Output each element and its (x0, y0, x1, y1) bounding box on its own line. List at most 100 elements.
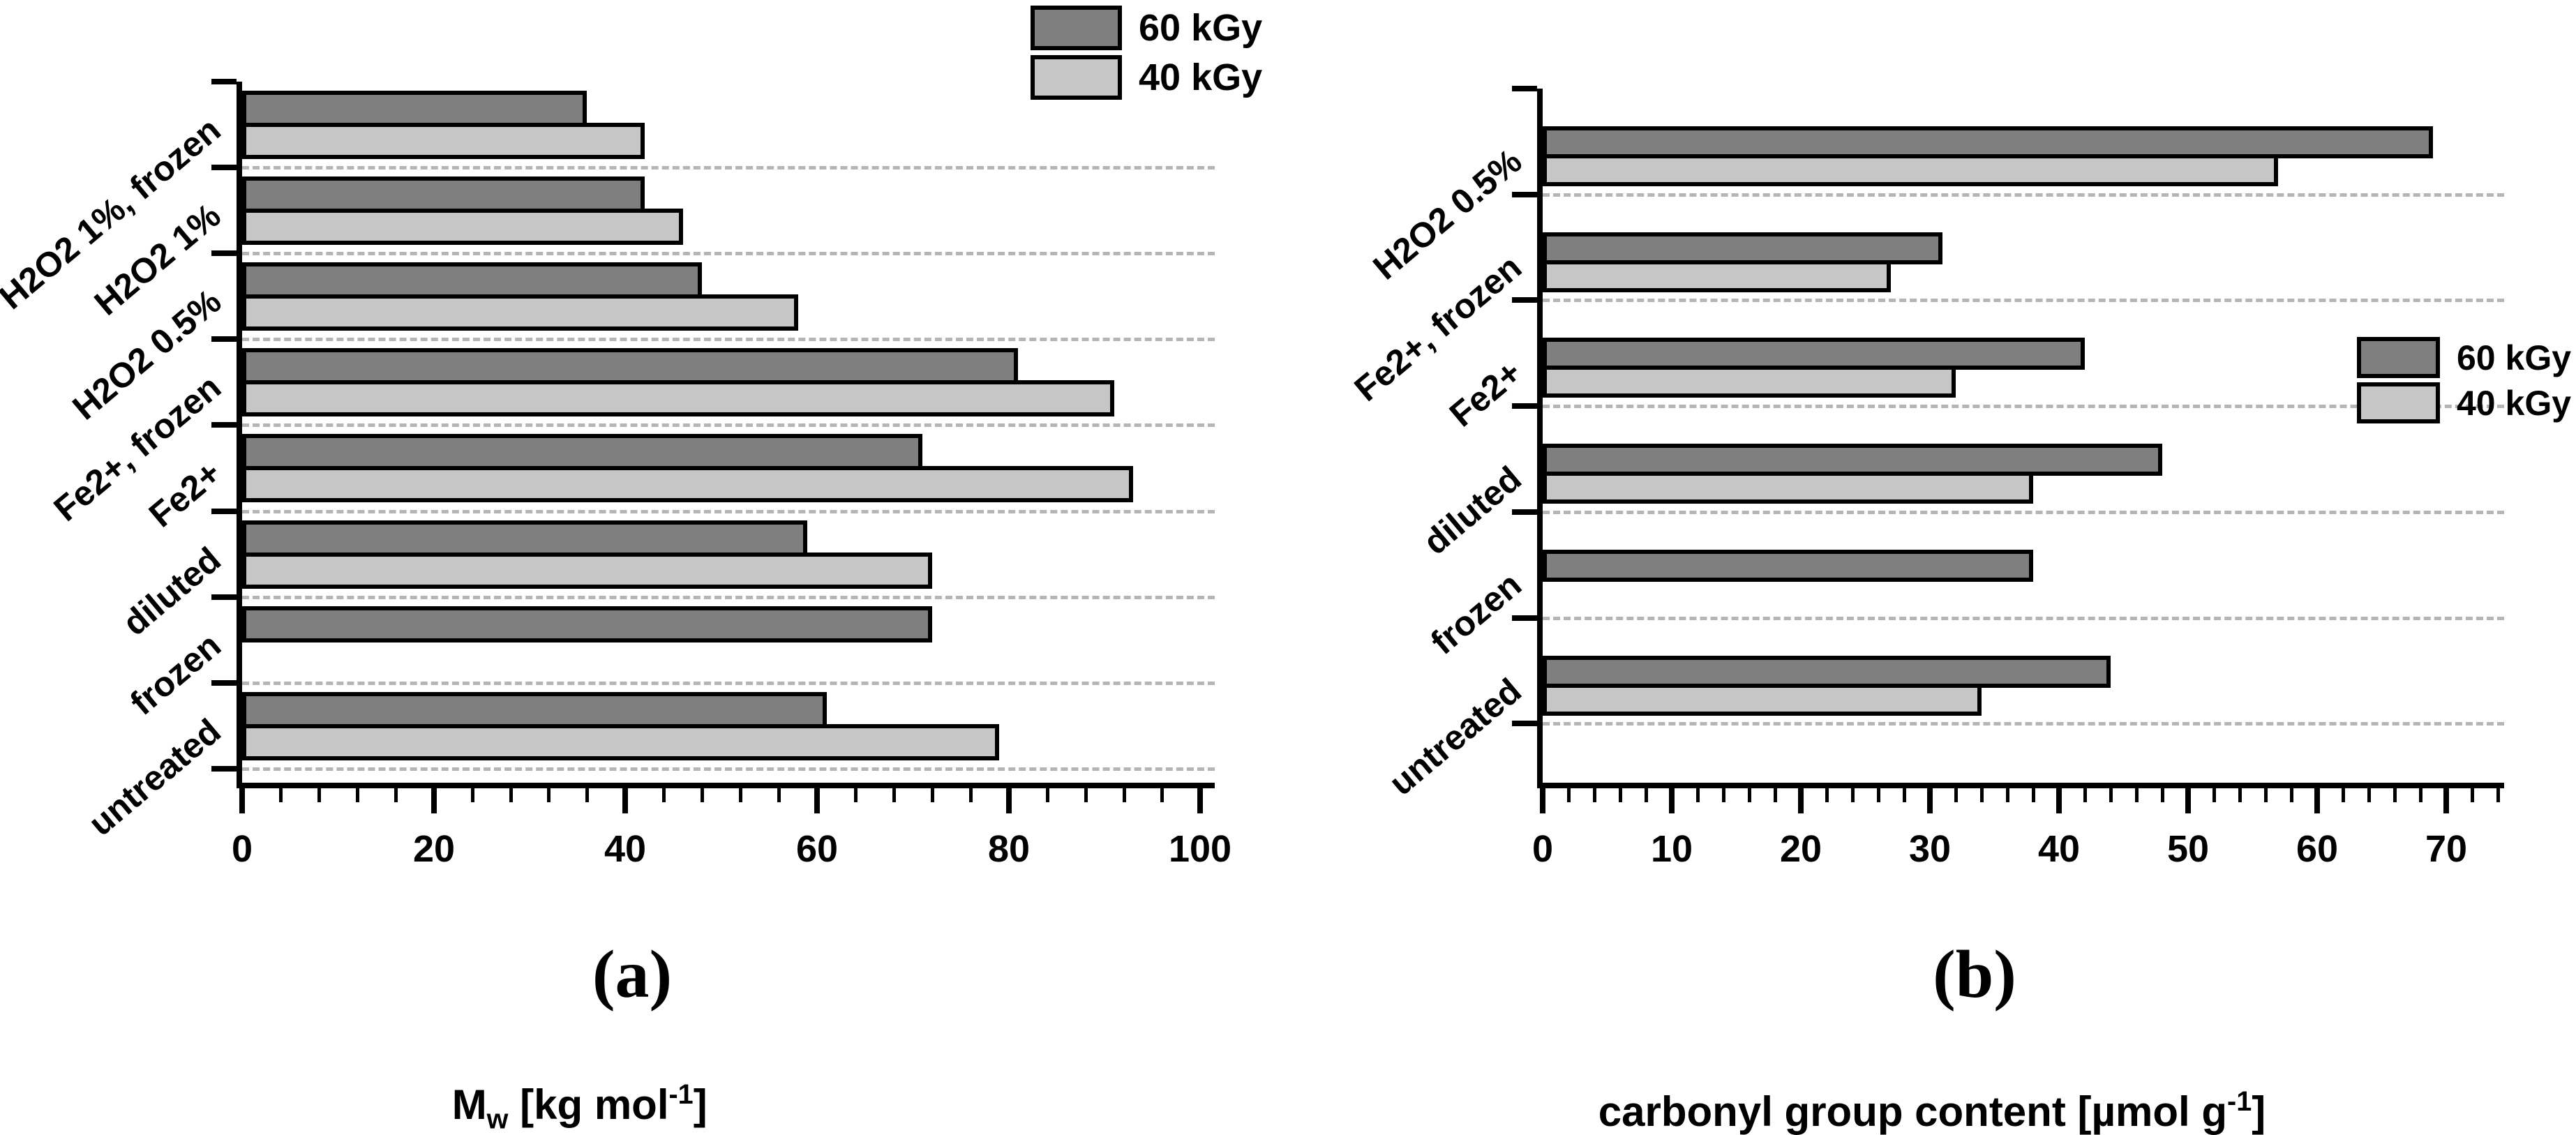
category-label: Fe2+ (1441, 352, 1529, 435)
group-separator-line (242, 682, 1215, 685)
x-axis-major-tick (1197, 788, 1203, 813)
legend-label-60kgy: 60 kGy (2457, 338, 2572, 377)
x-axis-minor-tick (2496, 788, 2500, 802)
x-axis-title-a: Mw [kg mol-1] (452, 1078, 707, 1135)
x-axis-title-b-close: ] (2252, 1088, 2266, 1135)
x-axis-minor-tick (1851, 788, 1855, 802)
x-axis-major-tick (2185, 788, 2191, 813)
x-axis-minor-tick (2264, 788, 2268, 802)
x-axis-minor-tick (509, 788, 513, 802)
x-axis-minor-tick (2342, 788, 2345, 802)
x-axis-minor-tick (1645, 788, 1648, 802)
x-axis-minor-tick (892, 788, 896, 802)
y-axis-tick (1512, 721, 1537, 726)
bar-40kgy (1543, 366, 1956, 398)
legend-label-60kgy: 60 kGy (1139, 7, 1263, 49)
panel-a: H2O2 1%, frozen H2O2 1% H2O2 0.5% Fe2+, fro… (0, 0, 1288, 1134)
x-axis-minor-tick (854, 788, 858, 802)
x-axis-minor-tick (1593, 788, 1596, 802)
y-axis-tick (1512, 86, 1537, 91)
group-separator-line (242, 510, 1215, 513)
x-axis-minor-tick (1954, 788, 1958, 802)
category-label: diluted (1416, 458, 1529, 562)
x-axis-title-b: carbonyl group content [µmol g-1] (1598, 1086, 2266, 1135)
legend-swatch-60kgy (2357, 337, 2440, 378)
bar-60kgy (242, 606, 932, 642)
x-axis-minor-tick (279, 788, 283, 802)
x-axis-minor-tick (777, 788, 781, 802)
x-axis-major-tick (2314, 788, 2320, 813)
x-axis-minor-tick (662, 788, 666, 802)
x-axis-tick-label: 30 (1908, 828, 1952, 870)
x-axis-tick-label: 100 (1168, 828, 1232, 870)
legend-a: 60 kGy 40 kGy (1031, 6, 1262, 100)
y-axis-tick (211, 250, 237, 256)
x-axis-tick-label: 20 (412, 828, 456, 870)
legend-b: 60 kGy 40 kGy (2357, 337, 2571, 423)
legend-swatch-60kgy (1031, 6, 1122, 50)
y-axis-tick (1512, 615, 1537, 621)
group-separator-line (242, 252, 1215, 255)
legend-row-40kgy: 40 kGy (2357, 382, 2571, 423)
plot-area-b: H2O2 0.5% Fe2+, frozen Fe2+ diluted frozen un… (1347, 86, 2504, 868)
x-axis-major-tick (239, 788, 245, 813)
group-separator-line (1543, 299, 2504, 302)
legend-label-40kgy: 40 kGy (2457, 383, 2572, 423)
group-separator-line (1543, 511, 2504, 514)
group-separator-line (1543, 193, 2504, 197)
bar-60kgy (242, 692, 827, 728)
x-axis-title-a-unit: [kg mol (508, 1081, 669, 1128)
x-axis-title-a-superscript: -1 (668, 1078, 694, 1110)
x-axis-minor-tick (1903, 788, 1906, 802)
x-axis-minor-tick (1619, 788, 1622, 802)
x-axis-title-a-close: ] (693, 1081, 707, 1128)
group-separator-line (1543, 617, 2504, 620)
bar-40kgy (1543, 260, 1891, 292)
x-axis-title-b-main: carbonyl group content [µmol g (1598, 1088, 2228, 1135)
x-axis-minor-tick (1877, 788, 1880, 802)
x-axis-minor-tick (2419, 788, 2423, 802)
group-separator-line (1543, 722, 2504, 726)
x-axis-tick-label: 60 (2296, 828, 2339, 870)
bar-40kgy (242, 466, 1133, 502)
x-axis-minor-tick (1696, 788, 1700, 802)
x-axis-title-b-superscript: -1 (2227, 1086, 2252, 1118)
bar-60kgy (242, 91, 587, 127)
bar-60kgy (242, 176, 645, 213)
x-axis-minor-tick (701, 788, 704, 802)
bar-60kgy (242, 348, 1018, 384)
y-axis-tick (211, 79, 237, 84)
legend-row-40kgy: 40 kGy (1031, 55, 1262, 100)
x-axis-minor-tick (2083, 788, 2087, 802)
y-axis-tick (1512, 297, 1537, 303)
x-axis-tick-label: 10 (1650, 828, 1693, 870)
x-axis-minor-tick (1123, 788, 1126, 802)
x-axis-minor-tick (1980, 788, 1984, 802)
y-axis-tick (211, 680, 237, 686)
x-axis-major-tick (1927, 788, 1933, 813)
y-axis-tick (1512, 192, 1537, 197)
bar-40kgy (242, 209, 683, 245)
y-axis-tick (211, 422, 237, 428)
y-axis-tick (211, 594, 237, 600)
y-axis-tick (211, 509, 237, 514)
x-axis-minor-tick (2393, 788, 2397, 802)
group-separator-line (1543, 405, 2504, 408)
x-axis-tick-label: 40 (2037, 828, 2081, 870)
x-axis-minor-tick (2006, 788, 2009, 802)
x-axis-minor-tick (969, 788, 973, 802)
x-axis-tick-label: 20 (1779, 828, 1822, 870)
x-axis-minor-tick (1774, 788, 1777, 802)
x-axis-major-tick (1669, 788, 1675, 813)
x-axis-minor-tick (2109, 788, 2113, 802)
x-axis-tick-label: 60 (795, 828, 839, 870)
x-axis-minor-tick (1160, 788, 1164, 802)
x-axis-minor-tick (1567, 788, 1571, 802)
bar-40kgy (242, 724, 999, 760)
x-axis-tick-label: 40 (604, 828, 647, 870)
x-axis-minor-tick (2238, 788, 2242, 802)
x-axis-minor-tick (1084, 788, 1088, 802)
category-label: frozen (1423, 564, 1529, 662)
x-axis-minor-tick (2161, 788, 2164, 802)
x-axis-major-tick (814, 788, 820, 813)
